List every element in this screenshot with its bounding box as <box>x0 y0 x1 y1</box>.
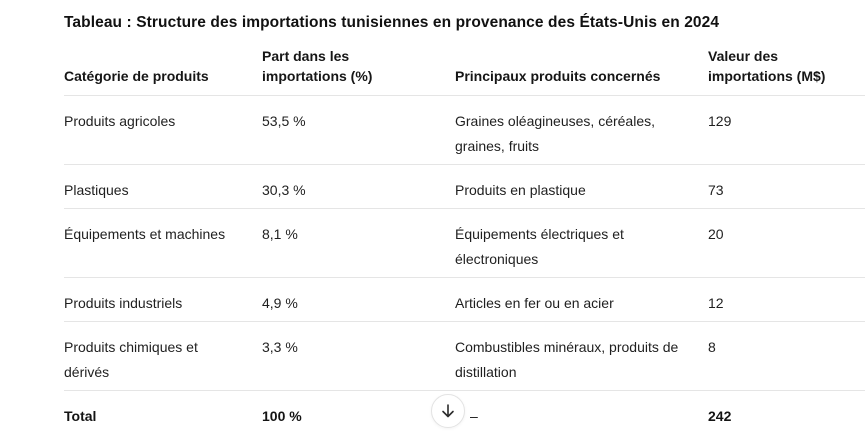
cell-value: 8 <box>708 321 865 391</box>
cell-total-value: 242 <box>708 390 865 432</box>
cell-products: Équipements électriques et électroniques <box>455 208 708 278</box>
table-header-row: Catégorie de produits Part dans les impo… <box>64 46 865 96</box>
cell-share: 4,9 % <box>262 277 455 322</box>
cell-total-label: Total <box>64 390 262 432</box>
content-area: Tableau : Structure des importations tun… <box>64 14 865 432</box>
down-arrow-icon <box>439 402 457 420</box>
cell-total-share: 100 % <box>262 390 455 432</box>
table-row: Plastiques 30,3 % Produits en plastique … <box>64 164 865 209</box>
page-title: Tableau : Structure des importations tun… <box>64 14 720 31</box>
cell-share: 30,3 % <box>262 164 455 209</box>
cell-value: 129 <box>708 95 865 165</box>
table-row: Équipements et machines 8,1 % Équipement… <box>64 208 865 278</box>
table-row: Produits chimiques et dérivés 3,3 % Comb… <box>64 321 865 391</box>
cell-share: 53,5 % <box>262 95 455 165</box>
table-row: Produits agricoles 53,5 % Graines oléagi… <box>64 95 865 165</box>
cell-products: Articles en fer ou en acier <box>455 277 708 322</box>
table-row: Produits industriels 4,9 % Articles en f… <box>64 277 865 322</box>
cell-products: Produits en plastique <box>455 164 708 209</box>
cell-category: Produits chimiques et dérivés <box>64 321 262 391</box>
column-header-products: Principaux produits concernés <box>455 46 708 96</box>
cell-category: Plastiques <box>64 164 262 209</box>
cell-value: 20 <box>708 208 865 278</box>
cell-value: 12 <box>708 277 865 322</box>
cell-category: Produits industriels <box>64 277 262 322</box>
column-header-share: Part dans les importations (%) <box>262 46 455 96</box>
cell-value: 73 <box>708 164 865 209</box>
cell-products: Graines oléagineuses, céréales, graines,… <box>455 95 708 165</box>
table-total-row: Total 100 % – 242 <box>64 390 865 432</box>
column-header-category: Catégorie de produits <box>64 46 262 96</box>
cell-category: Équipements et machines <box>64 208 262 278</box>
cell-total-products: – <box>455 390 708 432</box>
cell-products: Combustibles minéraux, produits de disti… <box>455 321 708 391</box>
imports-table: Catégorie de produits Part dans les impo… <box>64 46 865 432</box>
column-header-value: Valeur des importations (M$) <box>708 46 865 96</box>
cell-share: 8,1 % <box>262 208 455 278</box>
scroll-to-bottom-button[interactable] <box>431 394 465 428</box>
cell-category: Produits agricoles <box>64 95 262 165</box>
cell-share: 3,3 % <box>262 321 455 391</box>
